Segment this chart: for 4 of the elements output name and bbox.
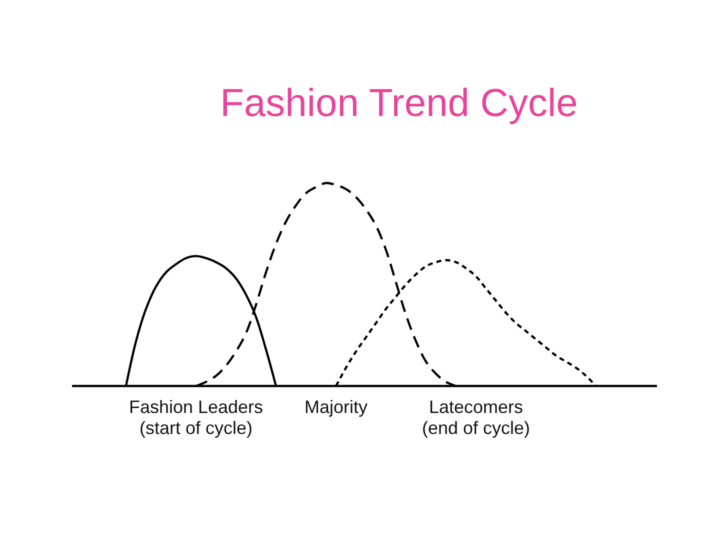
x-tick-label: Latecomers (end of cycle) xyxy=(422,397,530,438)
x-tick-label: Majority xyxy=(304,397,368,417)
chart-title: Fashion Trend Cycle xyxy=(220,82,578,125)
x-tick-label: Fashion Leaders (start of cycle) xyxy=(128,397,264,438)
